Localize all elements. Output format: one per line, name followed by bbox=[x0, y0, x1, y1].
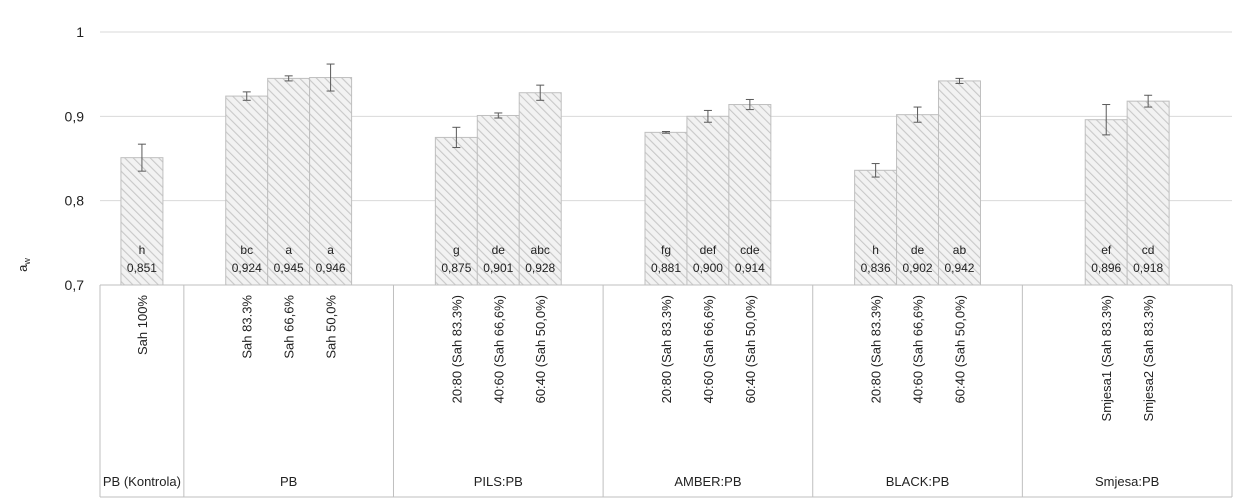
x-tick-label: 60:40 (Sah 50,0%) bbox=[743, 295, 758, 403]
y-tick-label: 0,9 bbox=[65, 108, 85, 124]
y-axis-title-subscript: w bbox=[22, 258, 32, 266]
bar bbox=[434, 136, 478, 286]
y-tick-label: 0,7 bbox=[65, 277, 85, 293]
x-tick-label: 60:40 (Sah 50,0%) bbox=[533, 295, 548, 403]
x-tick-label: 40:60 (Sah 66,6%) bbox=[911, 295, 926, 403]
significance-letters: bc bbox=[240, 243, 253, 257]
significance-letters: cd bbox=[1142, 243, 1155, 257]
significance-letters: fg bbox=[661, 243, 671, 257]
y-tick-label: 0,8 bbox=[65, 193, 85, 209]
x-tick-label: Sah 50,0% bbox=[324, 295, 339, 359]
bar bbox=[309, 77, 353, 286]
x-tick-label: 40:60 (Sah 66,6%) bbox=[701, 295, 716, 403]
significance-letters: g bbox=[453, 243, 460, 257]
x-tick-label: Sah 83.3% bbox=[240, 295, 255, 359]
bar bbox=[1084, 119, 1128, 286]
data-label: 0,836 bbox=[861, 261, 891, 275]
x-tick-label: 20:80 (Sah 83.3%) bbox=[449, 295, 464, 403]
significance-letters: a bbox=[285, 243, 292, 257]
significance-letters: ef bbox=[1101, 243, 1112, 257]
group-label: Smjesa:PB bbox=[1095, 474, 1159, 489]
bar bbox=[120, 157, 164, 286]
x-tick-label: 40:60 (Sah 66,6%) bbox=[491, 295, 506, 403]
bar bbox=[686, 115, 730, 286]
data-label: 0,928 bbox=[525, 261, 555, 275]
data-label: 0,946 bbox=[316, 261, 346, 275]
data-label: 0,875 bbox=[441, 261, 471, 275]
data-label: 0,881 bbox=[651, 261, 681, 275]
y-tick-label: 1 bbox=[76, 24, 84, 40]
data-label: 0,914 bbox=[735, 261, 765, 275]
x-tick-label: Sah 100% bbox=[135, 295, 150, 355]
bar bbox=[1126, 100, 1170, 286]
x-tick-label: 20:80 (Sah 83.3%) bbox=[659, 295, 674, 403]
significance-letters: def bbox=[700, 243, 717, 257]
group-label: PB bbox=[280, 474, 297, 489]
x-tick-label: 20:80 (Sah 83.3%) bbox=[869, 295, 884, 403]
group-label: AMBER:PB bbox=[674, 474, 741, 489]
data-label: 0,851 bbox=[127, 261, 157, 275]
bar bbox=[225, 95, 269, 286]
group-label: BLACK:PB bbox=[886, 474, 950, 489]
significance-letters: cde bbox=[740, 243, 760, 257]
data-label: 0,942 bbox=[944, 261, 974, 275]
data-label: 0,901 bbox=[483, 261, 513, 275]
significance-letters: de bbox=[911, 243, 925, 257]
bar bbox=[896, 114, 940, 286]
significance-letters: de bbox=[492, 243, 506, 257]
x-tick-label: Sah 66,6% bbox=[282, 295, 297, 359]
x-tick-label: Smjesa1 (Sah 83.3%) bbox=[1099, 295, 1114, 421]
y-axis-ticks: 0,7 0,8 0,9 1 bbox=[65, 24, 85, 293]
data-label: 0,924 bbox=[232, 261, 262, 275]
group-label: PB (Kontrola) bbox=[103, 474, 181, 489]
data-label: 0,945 bbox=[274, 261, 304, 275]
x-tick-label: 60:40 (Sah 50,0%) bbox=[952, 295, 967, 403]
data-label: 0,902 bbox=[903, 261, 933, 275]
significance-letters: ab bbox=[953, 243, 967, 257]
bars: h 0,851 bc 0,924 a 0,945 a 0,946 g 0,875 de 0,901 ab… bbox=[120, 63, 1170, 286]
data-label: 0,900 bbox=[693, 261, 723, 275]
bar bbox=[728, 104, 772, 286]
significance-letters: h bbox=[139, 243, 146, 257]
y-axis-title-main: a bbox=[15, 264, 30, 272]
significance-letters: a bbox=[327, 243, 334, 257]
significance-letters: h bbox=[872, 243, 879, 257]
y-axis-label: aw bbox=[15, 258, 32, 272]
bar bbox=[644, 131, 688, 286]
data-label: 0,918 bbox=[1133, 261, 1163, 275]
category-axis-table: PB (Kontrola) Sah 100% PB Sah 83.3% Sah 66,6… bbox=[99, 285, 1233, 498]
data-label: 0,896 bbox=[1091, 261, 1121, 275]
bar bbox=[518, 92, 562, 286]
y-axis-title: aw bbox=[15, 258, 32, 272]
significance-letters: abc bbox=[531, 243, 550, 257]
bar bbox=[476, 114, 520, 286]
group-label: PILS:PB bbox=[474, 474, 523, 489]
x-tick-label: Smjesa2 (Sah 83.3%) bbox=[1141, 295, 1156, 421]
bar bbox=[937, 80, 981, 286]
